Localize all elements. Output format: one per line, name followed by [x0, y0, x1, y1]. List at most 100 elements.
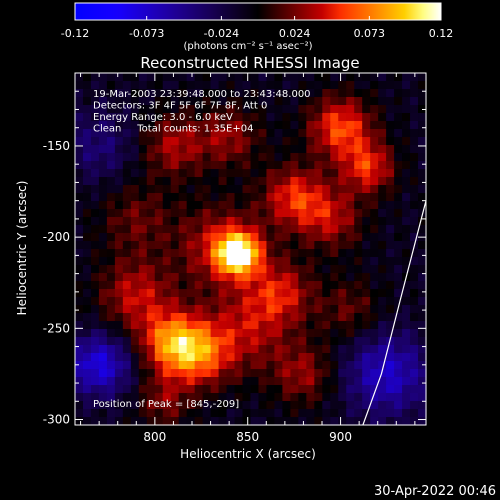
heatmap-cell [122, 417, 132, 426]
heatmap-cell [75, 329, 84, 338]
heatmap-cell [186, 113, 196, 122]
heatmap-cell [346, 89, 355, 98]
heatmap-cell [194, 129, 204, 138]
heatmap-cell [290, 409, 299, 418]
heatmap-cell [314, 113, 323, 122]
heatmap-cell [274, 265, 284, 274]
heatmap-cell [75, 345, 84, 354]
heatmap-cell [106, 329, 116, 338]
heatmap-cell [194, 145, 204, 154]
heatmap-cell [402, 377, 411, 386]
heatmap-cell [138, 97, 148, 106]
heatmap-cell [242, 177, 252, 186]
heatmap-cell [75, 185, 84, 194]
heatmap-cell [290, 217, 299, 226]
heatmap-cell [418, 393, 427, 402]
heatmap-cell [362, 337, 371, 346]
heatmap-cell [338, 409, 347, 418]
heatmap-cell [162, 177, 172, 186]
heatmap-cell [394, 145, 403, 154]
heatmap-cell [354, 233, 363, 242]
heatmap-cell [330, 97, 339, 106]
heatmap-cell [210, 145, 220, 154]
heatmap-cell [250, 369, 260, 378]
heatmap-cell [330, 417, 339, 426]
heatmap-cell [226, 409, 236, 418]
heatmap-cell [138, 297, 148, 306]
heatmap-cell [194, 241, 204, 250]
heatmap-cell [106, 137, 116, 146]
heatmap-cell [186, 153, 196, 162]
heatmap-cell [386, 153, 395, 162]
heatmap-cell [410, 129, 419, 138]
heatmap-cell [306, 177, 315, 186]
heatmap-cell [226, 369, 236, 378]
heatmap-cell [378, 97, 387, 106]
heatmap-cell [330, 281, 339, 290]
limb-curve [362, 200, 427, 426]
heatmap-cell [354, 241, 363, 250]
heatmap-cell [234, 321, 244, 330]
heatmap-cell [98, 177, 108, 186]
heatmap-cell [106, 73, 116, 82]
heatmap-cell [170, 81, 180, 90]
heatmap-cell [138, 313, 148, 322]
heatmap-cell [306, 377, 315, 386]
heatmap-cell [394, 385, 403, 394]
heatmap-cell [258, 369, 268, 378]
heatmap-cell [266, 385, 276, 394]
heatmap-cell [106, 313, 116, 322]
heatmap-cell [98, 321, 108, 330]
heatmap-cell [98, 385, 108, 394]
heatmap-cell [226, 137, 236, 146]
heatmap-cell [210, 249, 220, 258]
heatmap-cell [218, 193, 228, 202]
heatmap-cell [274, 289, 284, 298]
heatmap-cell [250, 121, 260, 130]
heatmap-cell [218, 153, 228, 162]
heatmap-cell [170, 233, 180, 242]
heatmap-cell [298, 353, 307, 362]
heatmap-cell [362, 401, 371, 410]
heatmap-cell [178, 401, 188, 410]
heatmap-cell [402, 177, 411, 186]
heatmap-cell [346, 361, 355, 370]
heatmap-cell [170, 409, 180, 418]
heatmap-cell [90, 257, 100, 266]
heatmap-cell [330, 209, 339, 218]
heatmap-cell [362, 345, 371, 354]
heatmap-cell [274, 249, 284, 258]
heatmap-cell [362, 169, 371, 178]
heatmap-cell [370, 329, 379, 338]
heatmap-cell [418, 401, 427, 410]
heatmap-cell [346, 369, 355, 378]
heatmap-cell [274, 161, 284, 170]
heatmap-cell [106, 113, 116, 122]
heatmap-cell [106, 105, 116, 114]
heatmap-cell [106, 257, 116, 266]
heatmap-cell [98, 121, 108, 130]
heatmap-cell [410, 177, 419, 186]
heatmap-cell [346, 377, 355, 386]
heatmap-cell [410, 273, 419, 282]
heatmap-cell [114, 273, 124, 282]
heatmap-cell [82, 169, 92, 178]
heatmap-cell [138, 145, 148, 154]
heatmap-cell [146, 73, 156, 82]
heatmap-cell [402, 265, 411, 274]
heatmap-cell [194, 97, 204, 106]
heatmap-cell [274, 321, 284, 330]
info-line: 19-Mar-2003 23:39:48.000 to 23:43:48.000 [93, 89, 311, 100]
heatmap-cell [402, 201, 411, 210]
heatmap-cell [354, 345, 363, 354]
heatmap-cell [122, 321, 132, 330]
heatmap-cell [234, 345, 244, 354]
heatmap-cell [338, 161, 347, 170]
heatmap-cell [418, 409, 427, 418]
heatmap-cell [122, 297, 132, 306]
heatmap-cell [338, 193, 347, 202]
heatmap-cell [138, 249, 148, 258]
heatmap-cell [410, 409, 419, 418]
heatmap-cell [106, 89, 116, 98]
heatmap-cell [106, 337, 116, 346]
